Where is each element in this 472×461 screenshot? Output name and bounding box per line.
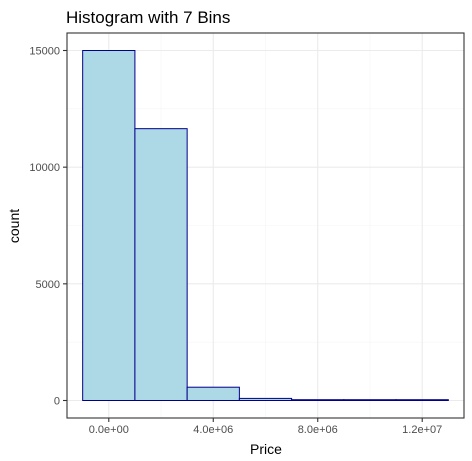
chart-title: Histogram with 7 Bins xyxy=(66,8,230,27)
x-tick-label: 0.0e+00 xyxy=(89,424,129,436)
histogram-bar xyxy=(186,386,240,402)
plot-area: 0.0e+00 4.0e+06 8.0e+06 1.2e+07 0 5000 10000 15… xyxy=(29,32,465,436)
x-tick-label: 1.2e+07 xyxy=(402,424,442,436)
histogram-bar xyxy=(134,128,188,402)
plot-panel-border xyxy=(66,32,465,419)
histogram-bar xyxy=(395,399,449,402)
histogram-bar xyxy=(238,397,293,401)
x-tick-label: 4.0e+06 xyxy=(193,424,233,436)
x-tick-label: 8.0e+06 xyxy=(298,424,338,436)
histogram-bar xyxy=(82,50,136,401)
histogram-bar xyxy=(343,399,397,402)
x-axis-title: Price xyxy=(250,441,282,457)
y-tick-label: 10000 xyxy=(29,162,60,174)
y-tick-label: 15000 xyxy=(29,46,60,58)
histogram-bar xyxy=(291,399,345,402)
y-axis-title: count xyxy=(6,209,22,243)
y-tick-label: 0 xyxy=(54,396,60,408)
y-tick-label: 5000 xyxy=(36,279,60,291)
